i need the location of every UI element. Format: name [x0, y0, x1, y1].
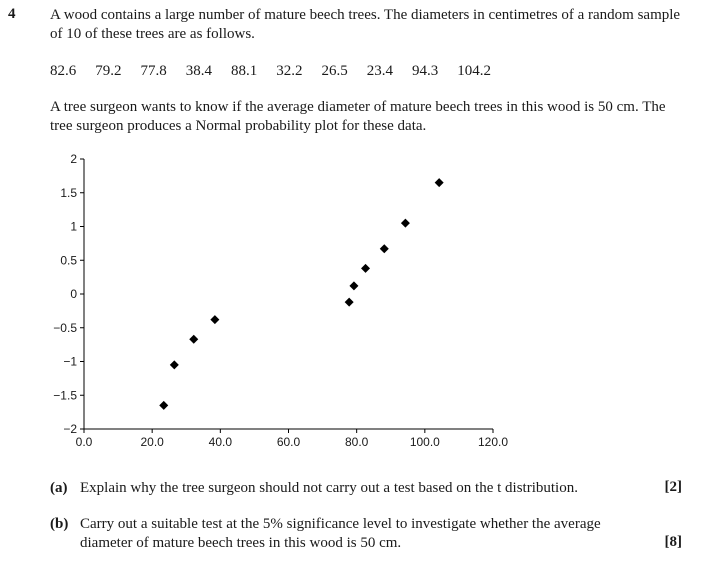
normal-probability-plot: 2 1.5 1 0.5 0 −0.5 −1 −1.5 −20.0 20.0 40.0 60.0 80.0… [53, 152, 508, 449]
x-tick-label: 40.0 [209, 435, 233, 449]
data-point [434, 178, 444, 188]
y-tick-label: −2 [63, 422, 77, 436]
part-a-label: (a) [50, 480, 68, 496]
diameter-value: 26.5 [321, 63, 348, 79]
x-tick-label: 80.0 [345, 435, 369, 449]
part-a: (a) Explain why the tree surgeon should n… [50, 479, 650, 498]
y-tick-label: −0.5 [53, 321, 77, 335]
diameter-value: 82.6 [50, 63, 77, 79]
data-point [400, 218, 410, 228]
data-point [210, 315, 220, 325]
y-tick-label: 1 [70, 220, 77, 234]
part-a-text: Explain why the tree surgeon should not … [80, 480, 578, 496]
x-tick-label: 60.0 [277, 435, 301, 449]
part-b-text: Carry out a suitable test at the 5% sign… [80, 516, 601, 551]
diameter-value: 32.2 [276, 63, 303, 79]
diameter-value: 77.8 [140, 63, 167, 79]
y-tick-label: −1 [63, 355, 77, 369]
y-tick-label: 2 [70, 152, 77, 166]
part-a-marks: [2] [664, 479, 683, 495]
diameter-value: 104.2 [457, 63, 491, 79]
part-b-label: (b) [50, 516, 69, 532]
diameter-value: 94.3 [412, 63, 439, 79]
question-number: 4 [8, 6, 16, 22]
x-tick-label: 120.0 [478, 435, 508, 449]
y-tick-label: 0 [70, 287, 77, 301]
data-point [189, 334, 199, 344]
diameter-data-row: 82.6 79.2 77.8 38.4 88.1 32.2 26.5 23.4 94.3 104.… [50, 63, 510, 80]
question-context: A tree surgeon wants to know if the aver… [50, 99, 666, 134]
y-tick-label: 1.5 [60, 186, 77, 200]
diameter-value: 88.1 [231, 63, 258, 79]
data-point [361, 263, 371, 273]
x-tick-label: 100.0 [410, 435, 440, 449]
data-point [344, 297, 354, 307]
y-tick-label: 0.5 [60, 253, 77, 267]
question-intro: A wood contains a large number of mature… [50, 7, 681, 42]
data-point [379, 244, 389, 254]
x-tick-label: 20.0 [140, 435, 164, 449]
data-point [169, 360, 179, 370]
data-point [159, 400, 169, 410]
diameter-value: 38.4 [185, 63, 212, 79]
part-b-marks: [8] [664, 534, 683, 550]
part-b: (b) Carry out a suitable test at the 5% s… [50, 515, 650, 553]
diameter-value: 23.4 [366, 63, 393, 79]
x-tick-label: 0.0 [76, 435, 93, 449]
data-point [349, 281, 359, 291]
y-tick-label: −1.5 [53, 388, 77, 402]
diameter-value: 79.2 [95, 63, 122, 79]
